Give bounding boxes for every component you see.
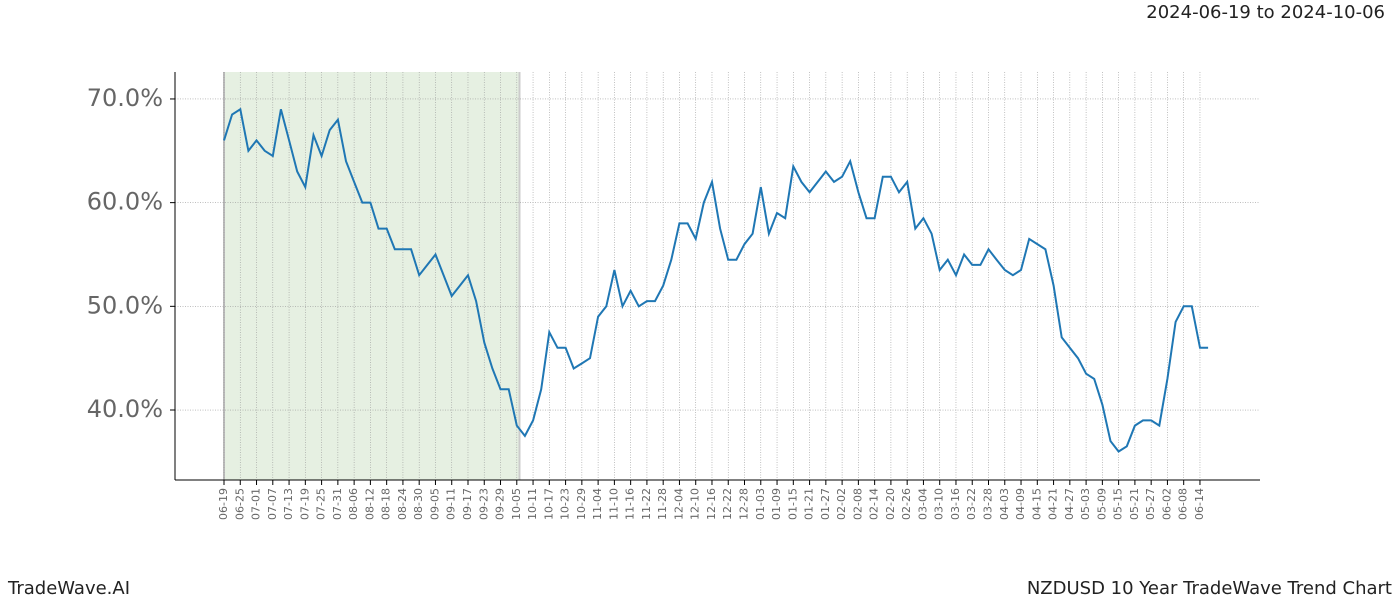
x-tick-label: 02-26: [900, 488, 913, 520]
x-tick-label: 10-05: [510, 488, 523, 520]
x-tick-label: 09-29: [494, 488, 507, 520]
x-tick-label: 05-21: [1128, 488, 1141, 520]
x-tick-label: 08-24: [396, 488, 409, 520]
x-tick-label: 07-19: [298, 488, 311, 520]
x-tick-label: 01-27: [819, 488, 832, 520]
x-tick-label: 09-17: [461, 488, 474, 520]
x-tick-label: 04-03: [998, 488, 1011, 520]
x-tick-label: 09-05: [428, 488, 441, 520]
x-tick-label: 07-31: [331, 488, 344, 520]
x-tick-label: 02-02: [835, 488, 848, 520]
x-tick-label: 05-15: [1112, 488, 1125, 520]
x-tick-label: 10-11: [526, 488, 539, 520]
x-tick-label: 10-17: [542, 488, 555, 520]
x-tick-label: 09-23: [477, 488, 490, 520]
line-series: [223, 107, 1209, 453]
x-tick-label: 06-14: [1193, 488, 1206, 520]
x-tick-label: 04-21: [1047, 488, 1060, 520]
x-tick-label: 11-10: [607, 488, 620, 520]
x-tick-label: 12-16: [705, 488, 718, 520]
x-tick-label: 06-25: [233, 488, 246, 520]
x-tick-label: 02-08: [851, 488, 864, 520]
x-tick-label: 11-22: [640, 488, 653, 520]
chart-title: 2024-06-19 to 2024-10-06: [1146, 2, 1385, 23]
x-tick-label: 01-03: [754, 488, 767, 520]
x-tick-label: 07-25: [315, 488, 328, 520]
x-tick-label: 05-09: [1095, 488, 1108, 520]
x-tick-label: 06-19: [217, 488, 230, 520]
x-tick-label: 05-03: [1079, 488, 1092, 520]
x-tick-label: 08-30: [412, 488, 425, 520]
x-tick-label: 03-10: [933, 488, 946, 520]
x-tick-label: 08-18: [380, 488, 393, 520]
x-tick-label: 08-12: [363, 488, 376, 520]
x-tick-label: 11-16: [624, 488, 637, 520]
y-tick-label: 50.0%: [87, 291, 163, 319]
footer-right: NZDUSD 10 Year TradeWave Trend Chart: [1027, 578, 1392, 599]
x-tick-label: 05-27: [1144, 488, 1157, 520]
x-tick-label: 07-01: [250, 488, 263, 520]
x-tick-label: 01-21: [803, 488, 816, 520]
x-tick-label: 04-27: [1063, 488, 1076, 520]
x-tick-label: 12-04: [672, 488, 685, 520]
y-tick-label: 40.0%: [87, 395, 163, 423]
y-tick-label: 60.0%: [87, 188, 163, 216]
x-tick-label: 12-28: [738, 488, 751, 520]
x-tick-label: 11-28: [656, 488, 669, 520]
x-tick-label: 04-15: [1030, 488, 1043, 520]
x-tick-label: 11-04: [591, 488, 604, 520]
x-tick-label: 03-28: [982, 488, 995, 520]
x-tick-label: 10-29: [575, 488, 588, 520]
x-tick-label: 03-16: [949, 488, 962, 520]
x-tick-label: 07-07: [266, 488, 279, 520]
x-tick-label: 04-09: [1014, 488, 1027, 520]
x-tick-label: 03-22: [965, 488, 978, 520]
highlight-region: [224, 72, 520, 480]
x-tick-label: 06-08: [1177, 488, 1190, 520]
x-tick-label: 10-23: [559, 488, 572, 520]
x-tick-label: 09-11: [445, 488, 458, 520]
x-tick-label: 12-10: [689, 488, 702, 520]
x-tick-label: 02-14: [868, 488, 881, 520]
x-tick-label: 06-02: [1160, 488, 1173, 520]
x-tick-label: 01-09: [770, 488, 783, 520]
footer-left: TradeWave.AI: [7, 578, 130, 599]
x-tick-label: 01-15: [786, 488, 799, 520]
x-tick-label: 07-13: [282, 488, 295, 520]
y-tick-label: 70.0%: [87, 84, 163, 112]
x-tick-label: 08-06: [347, 488, 360, 520]
x-tick-label: 02-20: [884, 488, 897, 520]
x-tick-label: 03-04: [916, 488, 929, 520]
x-tick-label: 12-22: [721, 488, 734, 520]
